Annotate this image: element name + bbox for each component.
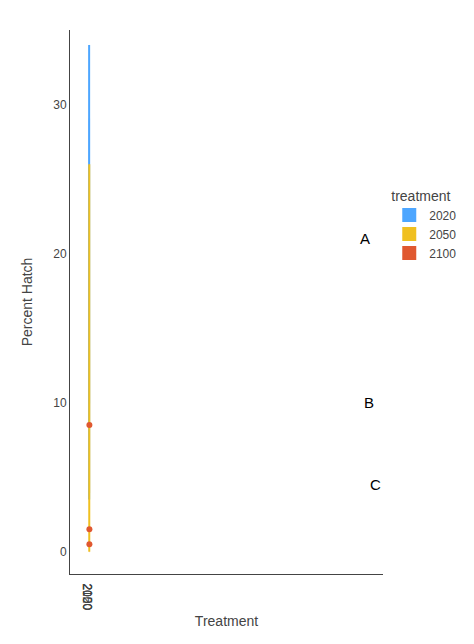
svg-text:treatment: treatment xyxy=(391,188,450,204)
svg-text:Treatment: Treatment xyxy=(195,613,258,629)
svg-text:2020: 2020 xyxy=(80,583,94,610)
svg-text:0: 0 xyxy=(60,545,67,559)
svg-text:B: B xyxy=(364,394,374,411)
svg-text:2020: 2020 xyxy=(429,209,456,223)
svg-text:2050: 2050 xyxy=(80,583,94,610)
svg-text:2050: 2050 xyxy=(429,228,456,242)
svg-text:2100: 2100 xyxy=(80,583,94,610)
svg-text:A: A xyxy=(360,230,370,247)
svg-text:2100: 2100 xyxy=(429,247,456,261)
svg-text:30: 30 xyxy=(53,98,67,112)
svg-text:Percent Hatch: Percent Hatch xyxy=(19,258,35,347)
svg-text:C: C xyxy=(370,476,381,493)
svg-text:20: 20 xyxy=(53,247,67,261)
svg-text:10: 10 xyxy=(53,396,67,410)
